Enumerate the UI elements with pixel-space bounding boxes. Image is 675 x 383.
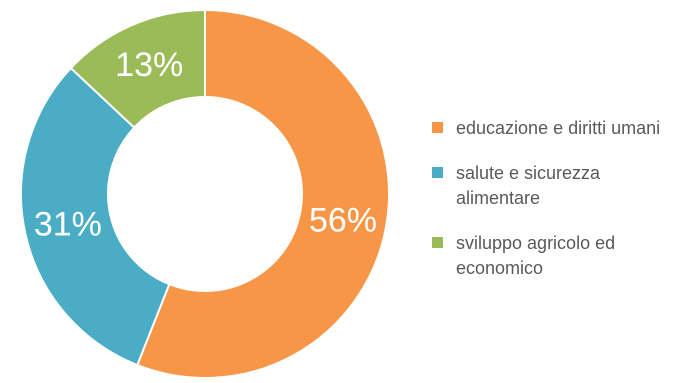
legend-swatch <box>432 122 443 133</box>
legend-label: salute e sicurezza alimentare <box>456 161 672 211</box>
legend-swatch <box>432 167 443 178</box>
legend-swatch <box>432 237 443 248</box>
legend-label: sviluppo agricolo ed economico <box>456 231 672 281</box>
donut-chart: 56% 31% 13% <box>0 0 420 383</box>
data-label: 31% <box>34 206 102 244</box>
legend-item-salute: salute e sicurezza alimentare <box>432 161 672 211</box>
legend-item-educazione: educazione e diritti umani <box>432 116 672 141</box>
legend-item-sviluppo: sviluppo agricolo ed economico <box>432 231 672 281</box>
legend: educazione e diritti umani salute e sicu… <box>432 116 672 301</box>
legend-label: educazione e diritti umani <box>456 116 672 141</box>
data-label: 56% <box>309 201 377 239</box>
data-label: 13% <box>115 46 183 84</box>
